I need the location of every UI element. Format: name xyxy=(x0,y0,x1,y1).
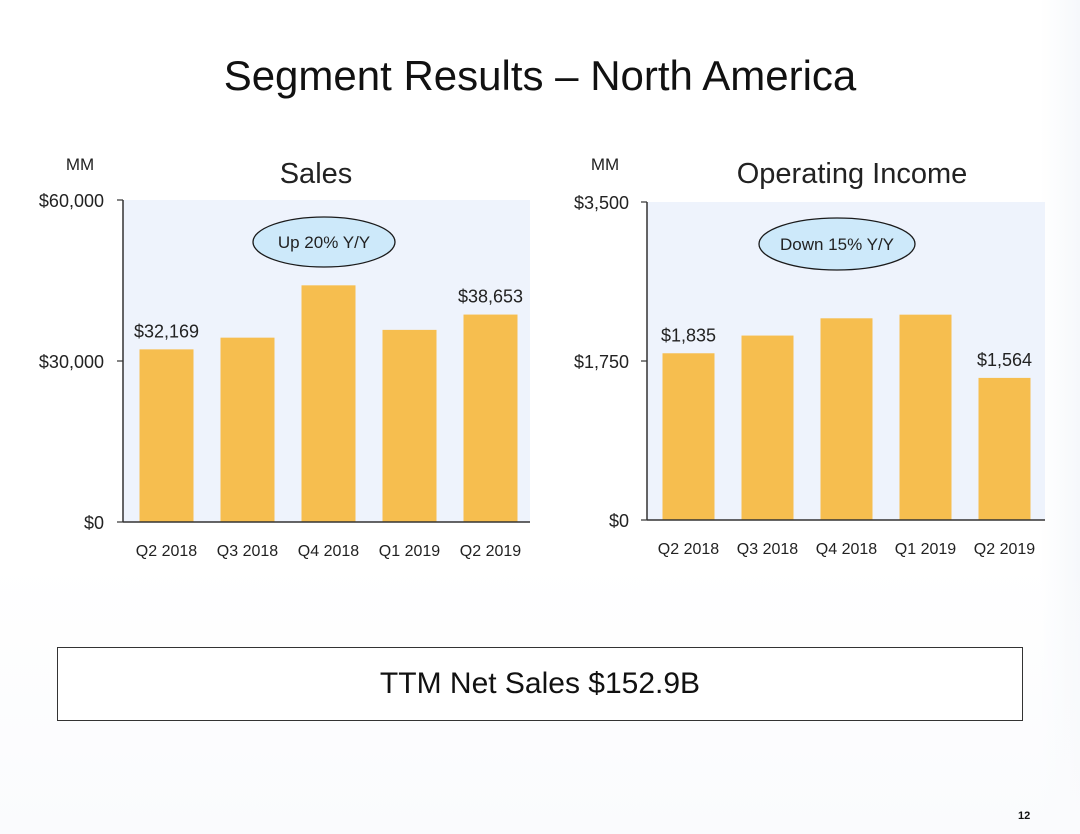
y-tick-label: $30,000 xyxy=(39,352,104,372)
x-tick-label: Q3 2018 xyxy=(217,543,278,560)
unit-label: MM xyxy=(591,155,619,174)
bar xyxy=(220,337,275,522)
y-tick-label: $0 xyxy=(609,511,629,531)
charts-canvas: Sales MM $0 $30,000 $60,000 $32,169 Q2 2018 Q3 … xyxy=(39,155,1045,560)
page-number: 12 xyxy=(1018,810,1031,822)
y-tick-label: $1,750 xyxy=(574,352,629,372)
bar xyxy=(662,353,715,520)
x-tick-label: Q2 2018 xyxy=(136,543,197,560)
x-tick-label: Q2 2018 xyxy=(658,541,719,558)
chart-title: Operating Income xyxy=(737,158,968,190)
bar xyxy=(463,314,518,522)
bar xyxy=(139,349,194,522)
callout-text: Down 15% Y/Y xyxy=(780,235,894,254)
x-tick-label: Q3 2018 xyxy=(737,541,798,558)
y-tick-label: $3,500 xyxy=(574,193,629,213)
bar-data-label: $1,564 xyxy=(977,350,1032,370)
bar-data-label: $38,653 xyxy=(458,287,523,307)
x-tick-label: Q4 2018 xyxy=(816,541,877,558)
x-tick-label: Q2 2019 xyxy=(460,543,521,560)
bar xyxy=(978,377,1031,520)
x-tick-label: Q2 2019 xyxy=(974,541,1035,558)
bar xyxy=(899,314,952,520)
y-tick-label: $0 xyxy=(84,513,104,533)
x-tick-label: Q1 2019 xyxy=(895,541,956,558)
slide-title: Segment Results – North America xyxy=(223,52,857,99)
bar xyxy=(301,285,356,522)
bar xyxy=(741,335,794,520)
bar-data-label: $32,169 xyxy=(134,321,199,341)
x-tick-label: Q4 2018 xyxy=(298,543,359,560)
bar-data-label: $1,835 xyxy=(661,325,716,345)
callout-bubble xyxy=(252,216,396,268)
ttm-summary-box: TTM Net Sales $152.9B xyxy=(57,647,1023,721)
y-tick-label: $60,000 xyxy=(39,191,104,211)
bar xyxy=(820,318,873,520)
unit-label: MM xyxy=(66,155,94,174)
callout-text: Up 20% Y/Y xyxy=(278,233,370,252)
ttm-summary-text: TTM Net Sales $152.9B xyxy=(379,667,701,700)
chart-title: Sales xyxy=(280,158,353,190)
bar xyxy=(382,329,437,522)
callout-bubble xyxy=(758,217,916,271)
x-tick-label: Q1 2019 xyxy=(379,543,440,560)
